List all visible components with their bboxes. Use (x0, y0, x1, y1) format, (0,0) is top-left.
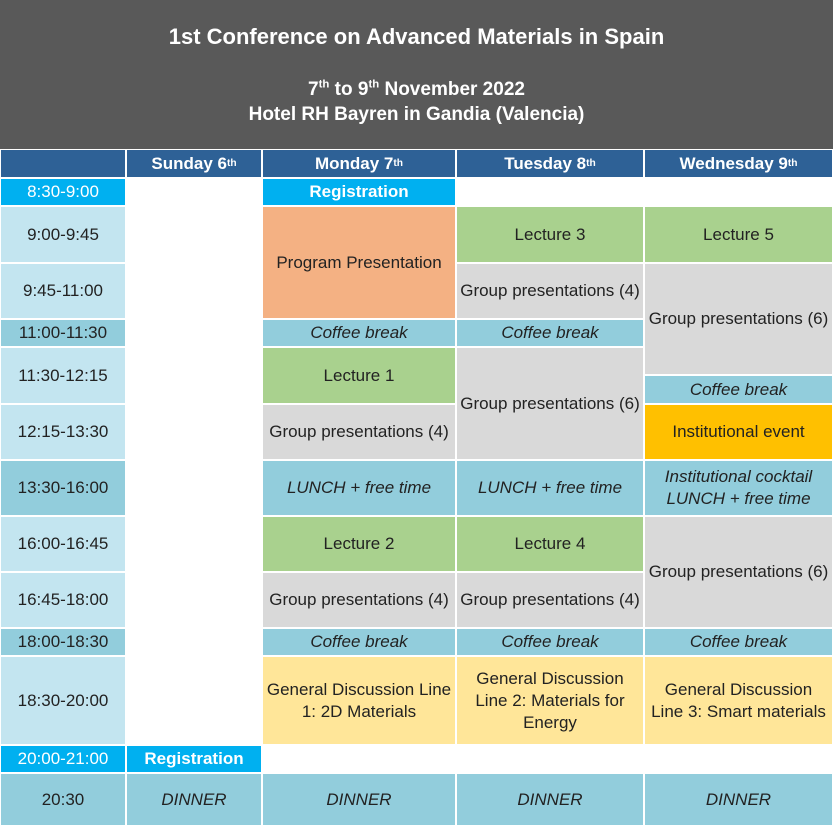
session-general-discussion: General Discussion Line 1: 2D Materials (262, 656, 456, 745)
session-lecture: Lecture 1 (262, 347, 456, 404)
conference-venue: Hotel RH Bayren in Gandia (Valencia) (248, 104, 585, 125)
session-coffee-break: Coffee break (262, 319, 456, 347)
time-slot: 16:45-18:00 (0, 572, 126, 628)
session-coffee-break: Coffee break (262, 628, 456, 656)
time-slot: 20:30 (0, 773, 126, 826)
conference-dates: 7th to 9th November 2022 (308, 78, 525, 100)
session-general-discussion: General Discussion Line 3: Smart materia… (644, 656, 833, 745)
time-slot: 8:30-9:00 (0, 178, 126, 206)
session-coffee-break: Coffee break (456, 319, 644, 347)
session-program-presentation: Program Presentation (262, 206, 456, 319)
session-group-presentations: Group presentations (4) (262, 572, 456, 628)
corner-header (0, 149, 126, 178)
session-group-presentations: Group presentations (6) (456, 347, 644, 460)
time-slot: 18:30-20:00 (0, 656, 126, 745)
session-dinner: DINNER (126, 773, 262, 826)
session-group-presentations: Group presentations (6) (644, 516, 833, 628)
session-registration: Registration (262, 178, 456, 206)
session-lecture: Lecture 2 (262, 516, 456, 572)
empty-slot (456, 745, 644, 773)
session-lecture: Lecture 5 (644, 206, 833, 263)
empty-slot (644, 745, 833, 773)
time-slot: 11:30-12:15 (0, 347, 126, 404)
session-institutional-cocktail: Institutional cocktail LUNCH + free time (644, 460, 833, 516)
session-group-presentations: Group presentations (4) (456, 572, 644, 628)
time-slot: 9:00-9:45 (0, 206, 126, 263)
session-coffee-break: Coffee break (644, 375, 833, 404)
time-slot: 12:15-13:30 (0, 404, 126, 460)
session-lecture: Lecture 3 (456, 206, 644, 263)
empty-slot (456, 178, 644, 206)
session-coffee-break: Coffee break (644, 628, 833, 656)
session-dinner: DINNER (262, 773, 456, 826)
session-lecture: Lecture 4 (456, 516, 644, 572)
time-slot: 18:00-18:30 (0, 628, 126, 656)
empty-slot (644, 178, 833, 206)
session-coffee-break: Coffee break (456, 628, 644, 656)
session-lunch: LUNCH + free time (456, 460, 644, 516)
sunday-empty (126, 178, 262, 745)
session-dinner: DINNER (644, 773, 833, 826)
time-slot: 16:00-16:45 (0, 516, 126, 572)
empty-slot (262, 745, 456, 773)
schedule-header: 1st Conference on Advanced Materials in … (0, 0, 833, 149)
session-group-presentations: Group presentations (4) (262, 404, 456, 460)
time-slot: 20:00-21:00 (0, 745, 126, 773)
session-general-discussion: General Discussion Line 2: Materials for… (456, 656, 644, 745)
session-group-presentations: Group presentations (4) (456, 263, 644, 319)
time-slot: 13:30-16:00 (0, 460, 126, 516)
conference-title: 1st Conference on Advanced Materials in … (168, 24, 665, 49)
session-institutional-event: Institutional event (644, 404, 833, 460)
time-slot: 11:00-11:30 (0, 319, 126, 347)
session-lunch: LUNCH + free time (262, 460, 456, 516)
time-slot: 9:45-11:00 (0, 263, 126, 319)
session-dinner: DINNER (456, 773, 644, 826)
conference-dates-venue: 7th to 9th November 2022 Hotel RH Bayren… (0, 77, 833, 127)
session-group-presentations: Group presentations (6) (644, 263, 833, 375)
session-registration: Registration (126, 745, 262, 773)
